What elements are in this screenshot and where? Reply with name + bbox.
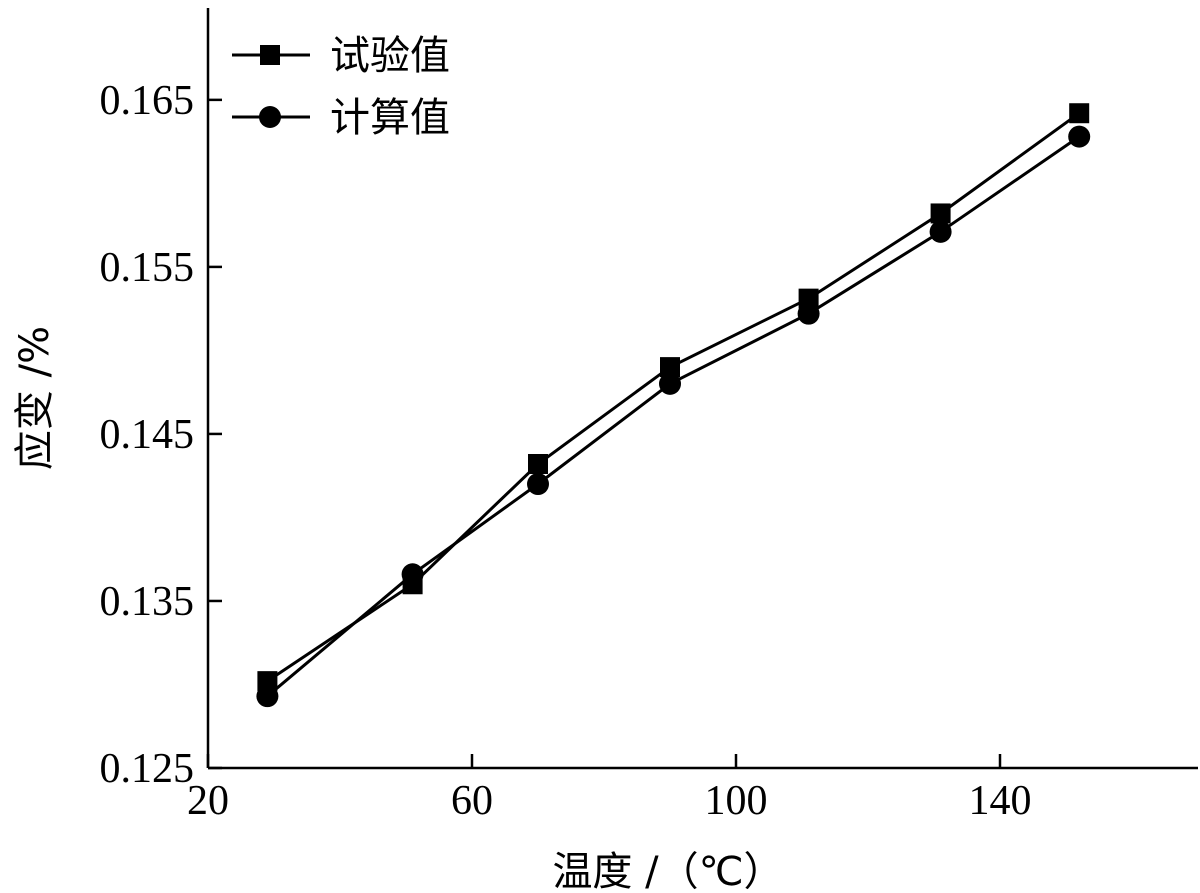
legend-marker-circle	[259, 106, 281, 128]
legend-item-1: 试验值	[232, 33, 450, 79]
y-tick-label: 0.145	[100, 412, 195, 458]
data-point-square	[798, 288, 819, 309]
x-tick-label: 100	[705, 778, 768, 824]
data-point-square	[528, 454, 548, 474]
y-tick-label: 0.125	[100, 746, 195, 792]
y-tick-label: 0.155	[100, 245, 195, 291]
y-axis-title: 应变 /%	[12, 326, 58, 470]
x-tick-label: 60	[451, 778, 493, 824]
data-point-square	[1069, 103, 1090, 124]
data-point-circle	[797, 302, 820, 325]
data-point-circle	[659, 372, 681, 395]
data-point-square	[660, 357, 680, 378]
data-point-circle	[401, 563, 424, 586]
legend-marker-square	[260, 45, 280, 65]
data-point-circle	[527, 473, 549, 496]
data-point-circle	[929, 220, 952, 243]
x-axis-title: 温度 /（℃）	[552, 849, 783, 893]
series-2	[256, 125, 1091, 708]
axes: 0.125 0.135 0.145 0.155 0.165 20 60 100 140	[100, 8, 1198, 824]
series-line	[266, 135, 1081, 698]
data-point-circle	[256, 685, 279, 708]
series-layer	[256, 103, 1091, 708]
data-point-square	[930, 203, 951, 224]
series-line	[266, 111, 1081, 683]
x-tick-label: 140	[969, 778, 1032, 824]
series-1	[257, 103, 1090, 692]
data-point-circle	[1068, 125, 1091, 148]
legend-item-2: 计算值	[232, 95, 450, 141]
y-tick-label: 0.165	[100, 78, 195, 124]
y-tick-label: 0.135	[100, 579, 195, 625]
legend-label: 试验值	[330, 33, 450, 79]
legend-label: 计算值	[330, 95, 450, 141]
x-tick-label: 20	[187, 778, 229, 824]
data-point-square	[257, 671, 278, 692]
